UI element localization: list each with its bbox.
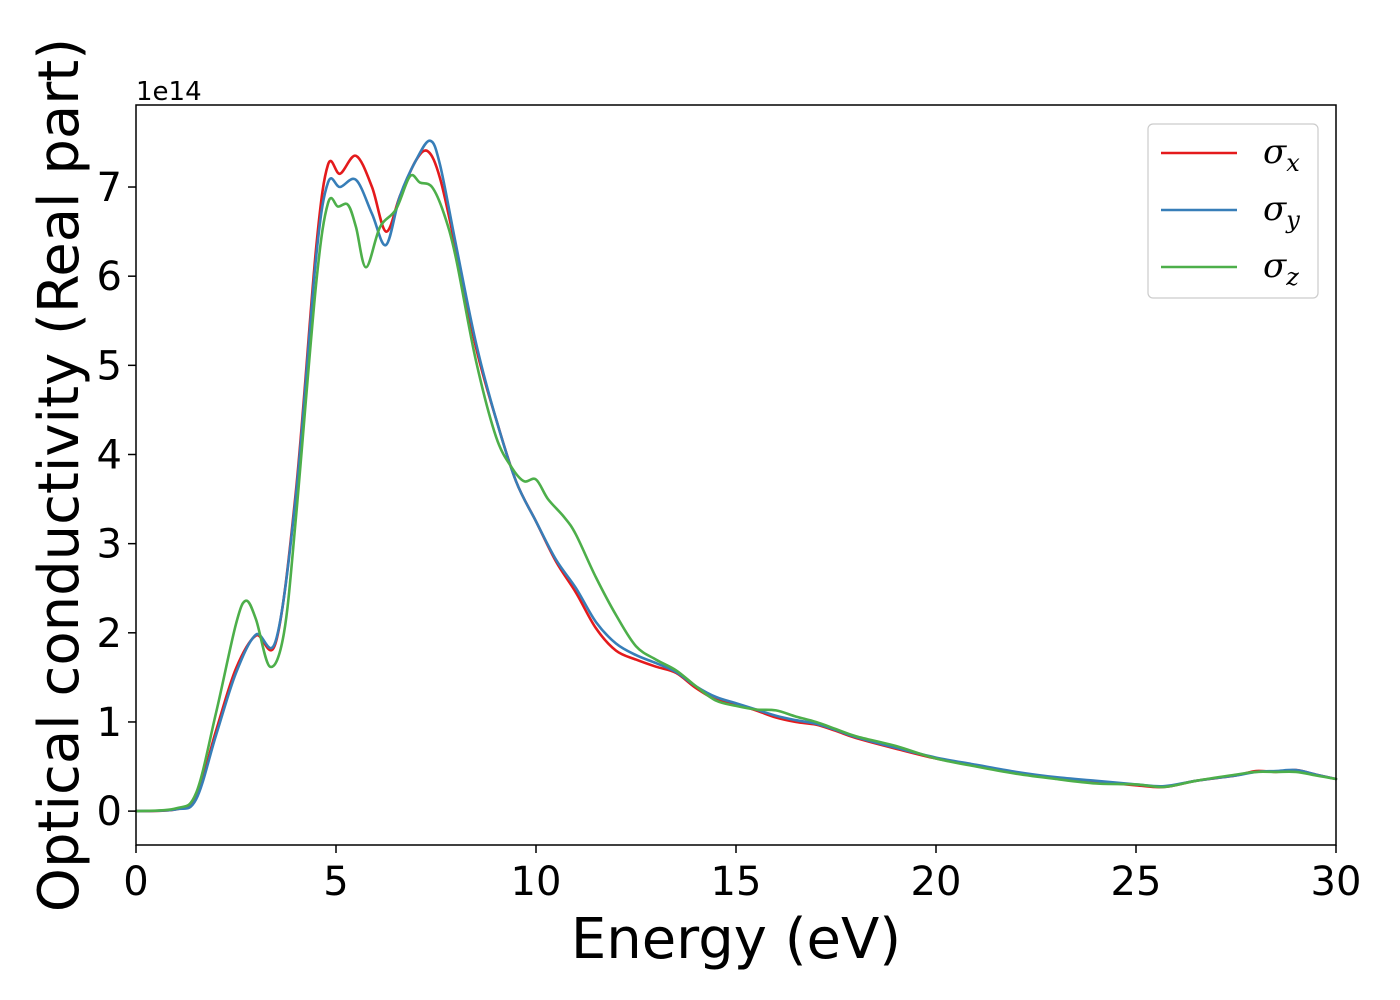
x-tick-label: 5: [323, 859, 348, 905]
y-tick-label: 4: [97, 432, 122, 478]
x-axis-title: Energy (eV): [571, 907, 901, 972]
y-tick-label: 7: [97, 165, 122, 211]
y-axis-title: Optical conductivity (Real part): [27, 38, 92, 912]
y-tick-label: 2: [97, 611, 122, 657]
y-tick-label: 5: [97, 343, 122, 389]
plot-background: [136, 105, 1336, 845]
x-tick-label: 20: [911, 859, 962, 905]
y-tick-label: 6: [97, 254, 122, 300]
series-layer: [134, 139, 1338, 813]
y-tick-label: 1: [97, 700, 122, 746]
series-line-z: [134, 173, 1338, 813]
x-tick-label: 25: [1111, 859, 1162, 905]
x-tick-label: 15: [711, 859, 762, 905]
y-offset-label: 1e14: [136, 77, 202, 107]
series-line-y: [134, 139, 1338, 813]
x-tick-label: 10: [511, 859, 562, 905]
legend-label-y: σy: [1263, 189, 1300, 234]
y-tick-label: 0: [97, 789, 122, 835]
x-tick-label: 30: [1311, 859, 1362, 905]
x-tick-label: 0: [123, 859, 148, 905]
y-axis: 0 1 2 3 4 5 6 7: [97, 165, 136, 835]
y-tick-label: 3: [97, 522, 122, 568]
x-axis: 0 5 10 15 20 25 30: [123, 845, 1361, 905]
